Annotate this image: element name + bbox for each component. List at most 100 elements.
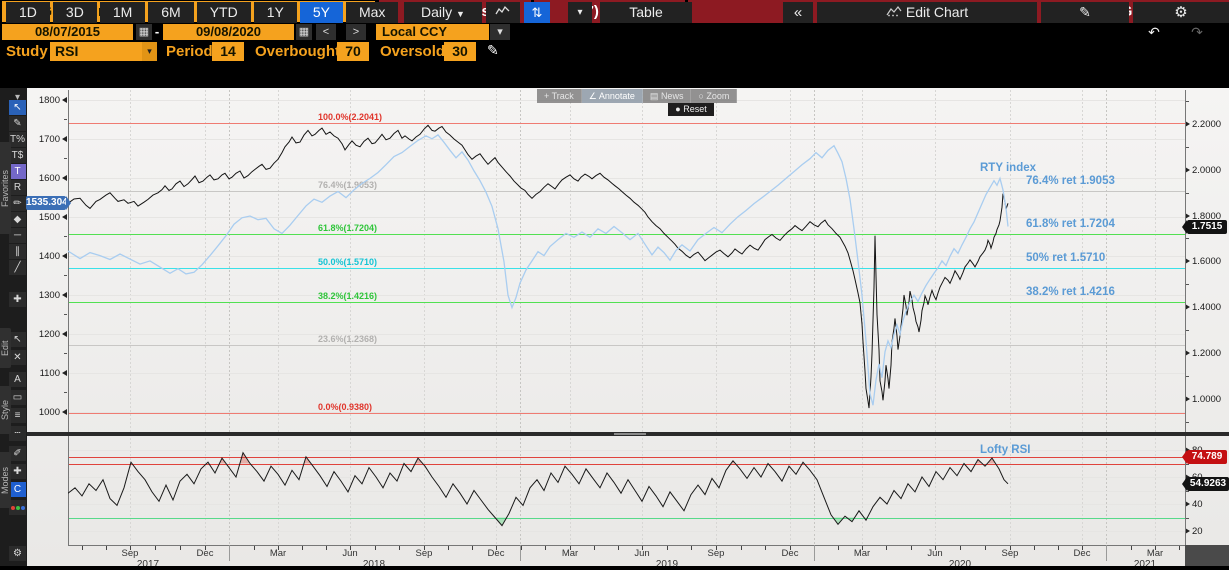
edit-chart-label: Edit Chart xyxy=(905,4,969,20)
collapse-panel-button[interactable]: « xyxy=(783,2,813,23)
gridline-horizontal xyxy=(68,216,1185,218)
magnet-icon[interactable]: C xyxy=(9,482,26,497)
horizontal-line-icon[interactable]: ─ xyxy=(9,228,26,243)
channel-icon[interactable]: ∥ xyxy=(9,244,26,259)
annotate-button[interactable]: ∠ Annotate xyxy=(581,89,643,103)
sidebar-section-modes[interactable]: Modes xyxy=(0,452,11,508)
right-axis-minor-tick xyxy=(1186,101,1189,103)
pane-divider-handle[interactable] xyxy=(614,433,646,435)
chart-plot[interactable] xyxy=(68,437,1185,545)
x-axis-tick xyxy=(350,546,351,550)
edit-chart-button[interactable]: Edit Chart xyxy=(817,2,1037,23)
news-button[interactable]: ▤ News xyxy=(643,89,692,103)
rectangle-icon[interactable]: ▭ xyxy=(9,390,26,405)
ray-icon[interactable]: ╱ xyxy=(9,260,26,275)
calendar-icon[interactable]: ▦ xyxy=(136,24,152,40)
range-tab-max[interactable]: Max xyxy=(345,2,399,23)
arrow-line-icon[interactable]: ◆ xyxy=(9,212,26,227)
chart-annotate-button[interactable]: ✎ xyxy=(1041,2,1129,23)
study-select[interactable]: RSI xyxy=(50,42,142,61)
x-axis-tick xyxy=(424,546,425,550)
prev-period-button[interactable]: < xyxy=(316,24,336,40)
start-date-field[interactable]: 08/07/2015 xyxy=(2,24,133,40)
text-style-icon[interactable]: A xyxy=(9,372,26,387)
edit-study-pencil-icon[interactable]: ✎ xyxy=(487,42,499,58)
chart-annotation: 38.2% ret 1.4216 xyxy=(1026,286,1115,299)
next-period-button[interactable]: > xyxy=(346,24,366,40)
range-tab-ytd[interactable]: YTD xyxy=(196,2,251,23)
range-tab-1y[interactable]: 1Y xyxy=(253,2,297,23)
settings-icon[interactable]: ⚙ xyxy=(9,546,26,561)
gridline-horizontal xyxy=(68,411,1185,413)
note-percent-icon[interactable]: T% xyxy=(9,132,26,147)
dash-style-icon[interactable]: ┄ xyxy=(9,426,26,441)
x-axis-month-label: Sep xyxy=(121,548,139,559)
left-axis-tick-label: 1600 xyxy=(38,172,60,184)
chevron-down-icon[interactable]: ▾ xyxy=(490,24,510,40)
fill-style-icon[interactable]: ≡ xyxy=(9,408,26,423)
gear-icon[interactable]: ⚙ xyxy=(1133,2,1229,23)
range-tab-1d[interactable]: 1D xyxy=(6,2,50,23)
gridline-year xyxy=(229,90,230,545)
move-icon[interactable]: ✚ xyxy=(9,292,26,307)
x-axis-month-label: Sep xyxy=(707,548,725,559)
chart-plot[interactable] xyxy=(68,90,1185,432)
zoom-button[interactable]: ○ Zoom xyxy=(691,89,738,103)
gridline-vertical xyxy=(642,90,643,545)
x-axis-month-label: Dec xyxy=(487,548,505,559)
freehand-icon[interactable]: ✐ xyxy=(9,446,26,461)
gridline-vertical xyxy=(496,90,497,545)
x-axis-tick xyxy=(106,546,107,550)
sidebar-section-edit[interactable]: Edit xyxy=(0,328,11,368)
trendline-icon[interactable]: ✎ xyxy=(9,116,26,131)
text-annotation-icon[interactable]: T xyxy=(9,164,26,179)
rsi-threshold-line xyxy=(68,457,1185,459)
mountain-chart-icon xyxy=(886,6,902,17)
crosshair-icon[interactable]: ✚ xyxy=(9,464,26,479)
right-axis-tick xyxy=(1185,166,1190,173)
sidebar-section-favorites[interactable]: Favorites xyxy=(0,142,11,234)
table-button[interactable]: Table xyxy=(600,2,692,23)
right-axis-minor-tick xyxy=(1186,284,1189,286)
rsi-axis-tick-label: 40 xyxy=(1192,499,1203,510)
regression-icon[interactable]: R xyxy=(9,180,26,195)
note-price-icon[interactable]: T$ xyxy=(9,148,26,163)
x-axis-tick xyxy=(1155,546,1156,550)
oversold-label: Oversold xyxy=(380,43,446,60)
currency-select[interactable]: Local CCY xyxy=(376,24,489,40)
sidebar-section-style[interactable]: Style xyxy=(0,386,11,434)
left-axis-tick-label: 1300 xyxy=(38,289,60,301)
undo-icon[interactable]: ↶ xyxy=(1148,24,1160,40)
redo-icon[interactable]: ↷ xyxy=(1191,24,1203,40)
track-button[interactable]: + Track xyxy=(537,89,582,103)
calendar-icon[interactable]: ▦ xyxy=(296,24,312,40)
compare-axes-button[interactable]: ⇅ xyxy=(524,2,550,23)
range-tab-6m[interactable]: 6M xyxy=(148,2,194,23)
brush-icon[interactable]: ✏ xyxy=(9,196,26,211)
period-input[interactable]: 14 xyxy=(212,42,244,61)
range-tab-3d[interactable]: 3D xyxy=(52,2,97,23)
oversold-input[interactable]: 30 xyxy=(444,42,476,61)
range-tab-5y[interactable]: 5Y xyxy=(299,2,343,23)
reset-button[interactable]: ● Reset xyxy=(668,103,714,116)
range-tab-1m[interactable]: 1M xyxy=(99,2,146,23)
x-axis-tick xyxy=(496,546,497,550)
x-axis-tick xyxy=(1179,546,1180,550)
chart-type-dropdown[interactable]: ▾ xyxy=(568,2,592,23)
colors-icon[interactable] xyxy=(9,500,26,515)
study-label: Study xyxy=(6,43,48,60)
overbought-input[interactable]: 70 xyxy=(337,42,369,61)
overbought-label: Overbought xyxy=(255,43,340,60)
end-date-field[interactable]: 09/08/2020 xyxy=(163,24,294,40)
cursor-icon[interactable]: ↖ xyxy=(9,100,26,115)
delete-icon[interactable]: ✕ xyxy=(9,350,26,365)
panel-collapse-icon[interactable]: ▾ xyxy=(14,92,21,103)
frequency-select[interactable]: Daily ▼ xyxy=(404,2,482,23)
x-axis-line xyxy=(68,545,1185,546)
right-axis-tick xyxy=(1185,349,1190,356)
chevron-down-icon[interactable]: ▾ xyxy=(142,42,157,61)
x-axis-tick xyxy=(180,546,181,550)
line-chart-type-button[interactable] xyxy=(486,2,520,23)
edit-select-icon[interactable]: ↖ xyxy=(9,332,26,347)
left-axis-tick-label: 1000 xyxy=(38,406,60,418)
